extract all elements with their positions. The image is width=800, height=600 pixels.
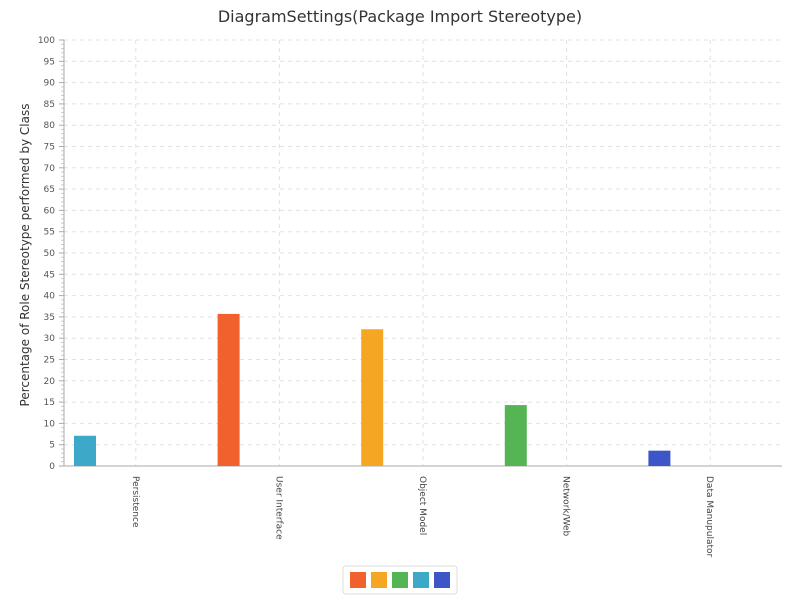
y-tick-label: 0 [49, 462, 55, 472]
y-tick-label: 100 [38, 36, 55, 46]
bar [361, 329, 384, 466]
y-tick-label: 50 [44, 249, 56, 259]
x-tick-label: Data Manupulator [704, 476, 714, 558]
legend-swatch [350, 572, 366, 588]
bar [648, 450, 671, 466]
y-tick-label: 55 [44, 228, 55, 238]
y-tick-label: 90 [44, 79, 56, 89]
y-tick-label: 75 [44, 143, 55, 153]
chart-title: DiagramSettings(Package Import Stereotyp… [217, 7, 583, 26]
y-tick-label: 65 [44, 185, 55, 195]
bar [217, 313, 240, 466]
y-tick-label: 25 [44, 356, 55, 366]
y-axis-label: Percentage of Role Stereotype performed … [18, 104, 32, 407]
y-tick-label: 30 [44, 334, 56, 344]
y-tick-label: 85 [44, 100, 55, 110]
y-tick-label: 15 [44, 398, 55, 408]
y-tick-label: 60 [44, 206, 56, 216]
legend-swatch [434, 572, 450, 588]
y-tick-label: 20 [44, 377, 56, 387]
x-tick-label: Persistence [130, 476, 140, 528]
y-tick-label: 80 [44, 121, 56, 131]
bar [74, 435, 96, 466]
legend-swatch [371, 572, 387, 588]
y-tick-label: 95 [44, 57, 55, 67]
bar [504, 405, 527, 466]
y-tick-label: 70 [44, 164, 56, 174]
x-tick-label: User Interface [273, 476, 283, 540]
legend-swatch [413, 572, 429, 588]
x-tick-label: Network/Web [561, 476, 571, 537]
y-tick-label: 10 [44, 419, 56, 429]
y-tick-label: 40 [44, 292, 56, 302]
x-tick-label: Object Model [417, 476, 427, 535]
y-tick-label: 45 [44, 270, 55, 280]
y-tick-label: 35 [44, 313, 55, 323]
legend-swatch [392, 572, 408, 588]
y-tick-label: 5 [49, 441, 55, 451]
